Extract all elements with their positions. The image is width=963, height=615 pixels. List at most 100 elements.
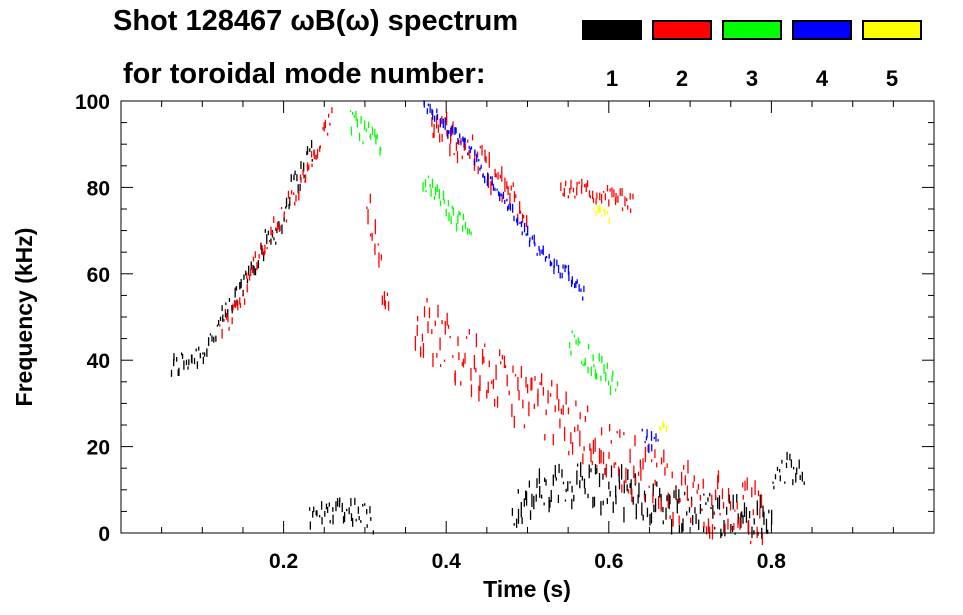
spectral-mark [435, 115, 438, 129]
spectral-mark [717, 470, 720, 483]
spectral-mark [419, 346, 422, 358]
spectral-mark [231, 305, 233, 314]
spectral-mark [660, 500, 662, 512]
spectral-mark [371, 126, 374, 135]
spectral-mark [454, 370, 456, 386]
spectral-mark [436, 108, 438, 114]
spectral-mark [319, 145, 321, 149]
y-tick-label: 40 [87, 350, 110, 373]
spectral-mark [365, 128, 368, 132]
spectral-mark [464, 137, 466, 143]
series-n1-segment-4 [511, 462, 773, 539]
spectral-mark [786, 451, 788, 461]
spectral-mark [492, 184, 495, 191]
spectral-mark [243, 274, 245, 280]
spectral-mark [654, 498, 657, 513]
spectral-mark [548, 253, 550, 259]
spectral-mark [270, 226, 272, 236]
spectral-mark [606, 362, 609, 369]
spectral-mark [523, 498, 525, 507]
spectral-mark [709, 492, 711, 497]
spectral-mark [600, 375, 602, 381]
spectral-mark [374, 243, 376, 255]
spectral-mark [464, 221, 467, 230]
spectral-mark [570, 279, 573, 288]
spectral-mark [641, 502, 643, 516]
spectral-mark [513, 191, 516, 203]
spectral-mark [711, 524, 714, 540]
spectral-mark [484, 343, 486, 348]
spectral-mark [580, 185, 583, 194]
spectral-mark [722, 501, 725, 509]
spectral-mark [584, 357, 586, 366]
spectral-mark [369, 506, 371, 514]
spectral-mark [191, 354, 193, 364]
spectral-mark [733, 523, 735, 530]
spectral-mark [487, 381, 489, 394]
spectral-mark [790, 459, 793, 468]
legend-label-3: 3 [745, 66, 759, 91]
spectral-mark [711, 494, 713, 506]
spectral-mark [355, 110, 357, 121]
spectral-mark [590, 448, 592, 463]
spectral-mark [519, 210, 522, 214]
spectral-mark [422, 182, 424, 192]
spectral-mark [306, 162, 309, 172]
spectral-mark [469, 147, 471, 154]
spectral-mark [246, 278, 249, 284]
spectral-mark [484, 149, 486, 162]
spectral-mark [550, 489, 552, 502]
spectral-mark [383, 291, 386, 306]
spectral-mark [526, 215, 528, 226]
spectral-mark [416, 315, 419, 322]
spectral-mark [221, 305, 223, 312]
series-n2-segment-5 [560, 178, 634, 214]
spectral-mark [759, 494, 761, 509]
legend-swatch-2 [652, 20, 712, 40]
spectral-mark [273, 216, 275, 223]
spectral-mark [591, 460, 593, 466]
spectral-mark [629, 448, 631, 464]
spectral-mark [496, 188, 498, 191]
spectral-mark [545, 409, 547, 416]
spectral-mark [678, 489, 680, 504]
spectral-mark [455, 142, 458, 151]
spectral-mark [484, 175, 486, 184]
spectral-mark [639, 459, 641, 468]
spectral-mark [668, 494, 670, 510]
y-axis-label: Frequency (kHz) [11, 228, 37, 407]
spectral-mark [508, 390, 510, 396]
spectral-mark [509, 192, 511, 206]
spectral-mark [629, 483, 631, 489]
spectral-mark [207, 337, 210, 346]
spectral-mark [476, 153, 478, 163]
spectral-mark [683, 464, 685, 470]
spectral-mark [663, 449, 665, 463]
spectral-mark [641, 428, 643, 432]
spectral-mark [535, 494, 537, 502]
tick-labels: 0.2 0.4 0.6 0.8 0 20 40 60 80 100 [75, 91, 786, 573]
spectral-mark [682, 518, 684, 532]
spectral-mark [615, 192, 617, 203]
spectral-mark [227, 316, 229, 323]
spectral-mark [624, 196, 626, 207]
spectral-mark [598, 353, 600, 362]
spectral-mark [280, 207, 283, 210]
spectral-mark [751, 487, 753, 498]
spectral-mark [290, 190, 293, 195]
spectral-mark [608, 451, 610, 460]
spectral-mark [580, 462, 582, 477]
spectral-mark [564, 499, 567, 502]
spectral-mark [523, 222, 526, 233]
spectral-mark [737, 513, 739, 525]
spectral-mark [642, 514, 644, 521]
spectral-mark [612, 370, 614, 377]
spectral-mark [612, 501, 614, 514]
x-tick-label: 0.8 [757, 550, 787, 573]
spectral-mark [274, 227, 277, 231]
spectral-mark [559, 272, 561, 279]
spectral-mark [741, 511, 743, 518]
spectral-mark [315, 155, 317, 160]
spectral-mark [510, 185, 512, 191]
spectral-mark [581, 475, 583, 481]
